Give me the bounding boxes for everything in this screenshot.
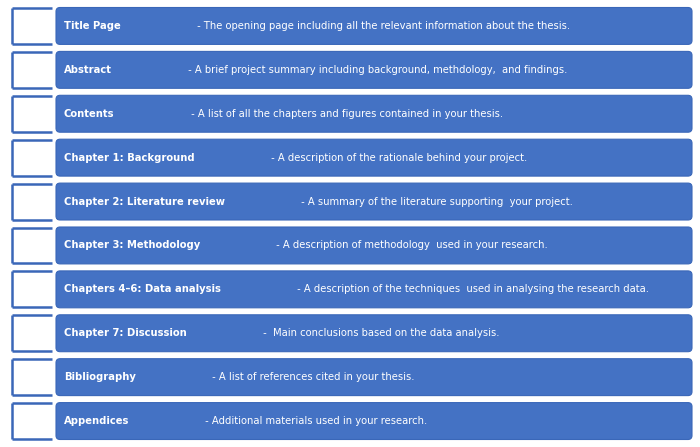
FancyBboxPatch shape [56, 139, 692, 176]
Text: Chapter 2: Literature review: Chapter 2: Literature review [64, 197, 225, 207]
Text: Chapter 1: Background: Chapter 1: Background [64, 152, 195, 163]
FancyBboxPatch shape [56, 95, 692, 132]
Text: - A description of methodology  used in your research.: - A description of methodology used in y… [273, 240, 548, 250]
Text: Bibliography: Bibliography [64, 372, 136, 382]
Text: - A summary of the literature supporting  your project.: - A summary of the literature supporting… [298, 197, 573, 207]
FancyBboxPatch shape [56, 227, 692, 264]
Text: - A brief project summary including background, methdology,  and findings.: - A brief project summary including back… [185, 65, 568, 75]
Text: Contents: Contents [64, 109, 115, 119]
Text: Chapter 7: Discussion: Chapter 7: Discussion [64, 328, 187, 338]
FancyBboxPatch shape [56, 358, 692, 396]
Text: Chapter 3: Methodology: Chapter 3: Methodology [64, 240, 200, 250]
Text: Appendices: Appendices [64, 416, 130, 426]
Text: - A description of the rationale behind your project.: - A description of the rationale behind … [267, 152, 527, 163]
Text: - The opening page including all the relevant information about the thesis.: - The opening page including all the rel… [194, 21, 570, 31]
FancyBboxPatch shape [56, 51, 692, 89]
FancyBboxPatch shape [56, 8, 692, 44]
Text: - A description of the techniques  used in analysing the research data.: - A description of the techniques used i… [294, 284, 649, 295]
Text: Title Page: Title Page [64, 21, 120, 31]
FancyBboxPatch shape [56, 271, 692, 308]
Text: Chapters 4–6: Data analysis: Chapters 4–6: Data analysis [64, 284, 221, 295]
Text: - Additional materials used in your research.: - Additional materials used in your rese… [202, 416, 428, 426]
FancyBboxPatch shape [56, 183, 692, 220]
Text: -  Main conclusions based on the data analysis.: - Main conclusions based on the data ana… [260, 328, 499, 338]
Text: - A list of all the chapters and figures contained in your thesis.: - A list of all the chapters and figures… [188, 109, 503, 119]
FancyBboxPatch shape [56, 315, 692, 352]
Text: Abstract: Abstract [64, 65, 112, 75]
FancyBboxPatch shape [56, 403, 692, 439]
Text: - A list of references cited in your thesis.: - A list of references cited in your the… [209, 372, 414, 382]
